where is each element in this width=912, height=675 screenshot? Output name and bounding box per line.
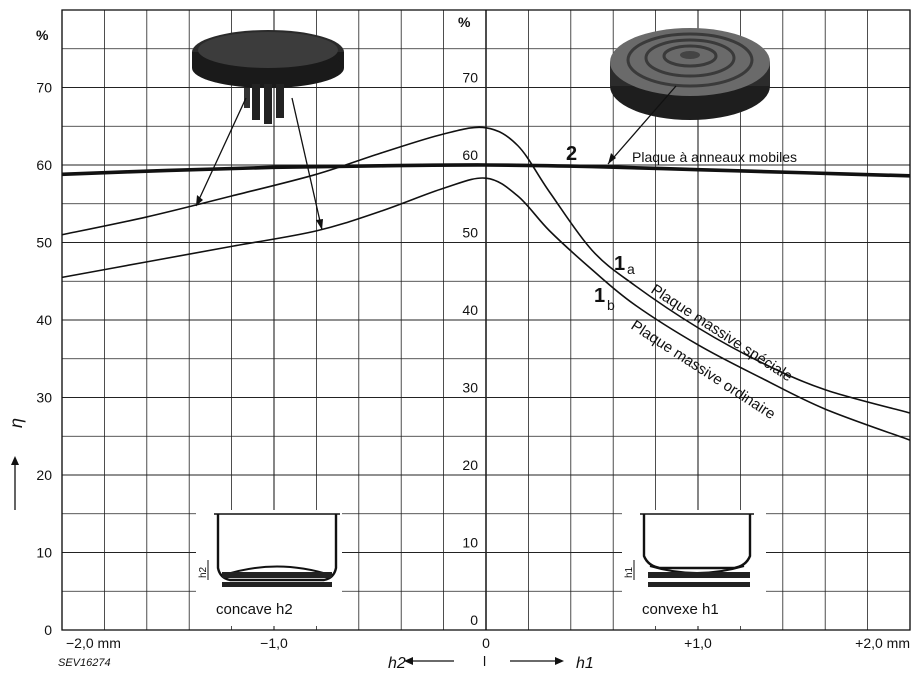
y-tick-center: 70 (462, 70, 478, 86)
y-tick-left: 40 (36, 312, 52, 328)
x-direction-left: h2 (388, 655, 406, 672)
pointer-arrows (195, 85, 677, 231)
y-tick-left: 0 (44, 622, 52, 638)
x-tick: +2,0 mm (855, 635, 910, 651)
plot-frame (61, 9, 911, 631)
convex-inset: h1 convexe h1 (622, 510, 766, 626)
ring-plate-photo (610, 28, 770, 120)
y-tick-center: 10 (462, 535, 478, 551)
y-tick-center: 20 (462, 457, 478, 473)
y-tick-left: 20 (36, 467, 52, 483)
convex-caption: convexe h1 (642, 601, 719, 618)
series-1b-name: Plaque massive ordinaire (628, 317, 779, 423)
y-tick-left: 30 (36, 390, 52, 406)
x-direction-right: h1 (576, 655, 594, 672)
series-labels: 2 Plaque à anneaux mobiles 1 a Plaque ma… (566, 143, 797, 423)
series-2-number: 2 (566, 143, 577, 165)
center-unit-label: % (458, 14, 471, 30)
solid-plate-photo (192, 30, 344, 124)
y-tick-left: 50 (36, 235, 52, 251)
x-direction-labels: h2 l h1 (388, 653, 594, 672)
y-axis-symbol: η (6, 418, 26, 428)
x-tick: −2,0 mm (66, 635, 121, 651)
y-tick-left: 10 (36, 545, 52, 561)
y-tick-center: 40 (462, 302, 478, 318)
series-1b-sub: b (607, 297, 615, 313)
series-1b-number: 1 (594, 285, 605, 307)
figure-code: SEV16274 (58, 657, 111, 669)
series-2-name: Plaque à anneaux mobiles (632, 149, 797, 165)
y-tick-center: 60 (462, 147, 478, 163)
series-line-2 (61, 163, 911, 178)
series-1a-name: Plaque massive spéciale (648, 281, 796, 385)
concave-caption: concave h2 (216, 601, 293, 618)
x-tick: +1,0 (684, 635, 712, 651)
series-line-1a (61, 126, 911, 414)
convex-dim-label: h1 (624, 566, 635, 578)
y-tick-center: 0 (470, 612, 478, 628)
y-tick-center: 50 (462, 225, 478, 241)
x-tick: 0 (482, 635, 490, 651)
series-1a-number: 1 (614, 253, 625, 275)
y-tick-center: 30 (462, 380, 478, 396)
left-unit-label: % (36, 27, 49, 43)
concave-inset: h2 concave h2 (196, 510, 342, 626)
y-tick-left: 70 (36, 80, 52, 96)
y-tick-left: 60 (36, 157, 52, 173)
concave-dim-label: h2 (198, 566, 209, 578)
x-tick: −1,0 (260, 635, 288, 651)
series-layer (61, 126, 911, 441)
y-axis-label: η (6, 418, 26, 510)
x-center-mark: l (483, 653, 486, 669)
series-1a-sub: a (627, 261, 635, 277)
chart-grid (61, 9, 911, 631)
series-line-1b (61, 177, 911, 441)
